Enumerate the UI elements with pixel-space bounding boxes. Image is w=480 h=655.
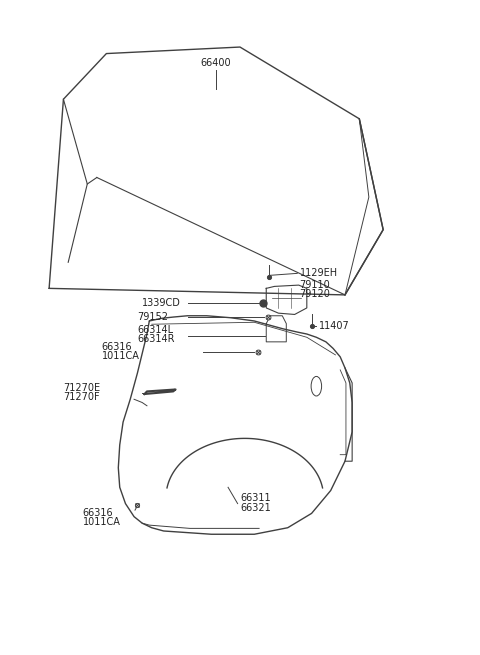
Text: 1011CA: 1011CA — [83, 517, 120, 527]
Text: 66316: 66316 — [83, 508, 113, 517]
Text: 1011CA: 1011CA — [102, 351, 140, 361]
Text: 71270F: 71270F — [63, 392, 100, 402]
Text: 1339CD: 1339CD — [142, 298, 181, 308]
Text: 79110: 79110 — [300, 280, 330, 290]
Text: 66321: 66321 — [240, 502, 271, 512]
Text: 71270E: 71270E — [63, 383, 100, 392]
Text: 11407: 11407 — [319, 321, 349, 331]
Text: 79120: 79120 — [300, 290, 331, 299]
Text: 66400: 66400 — [201, 58, 231, 68]
Text: 66314L: 66314L — [137, 325, 174, 335]
Text: 66314R: 66314R — [137, 334, 175, 345]
Text: 1129EH: 1129EH — [300, 269, 338, 278]
Text: 66316: 66316 — [102, 342, 132, 352]
Text: 79152: 79152 — [137, 312, 168, 322]
Text: 66311: 66311 — [240, 493, 271, 504]
